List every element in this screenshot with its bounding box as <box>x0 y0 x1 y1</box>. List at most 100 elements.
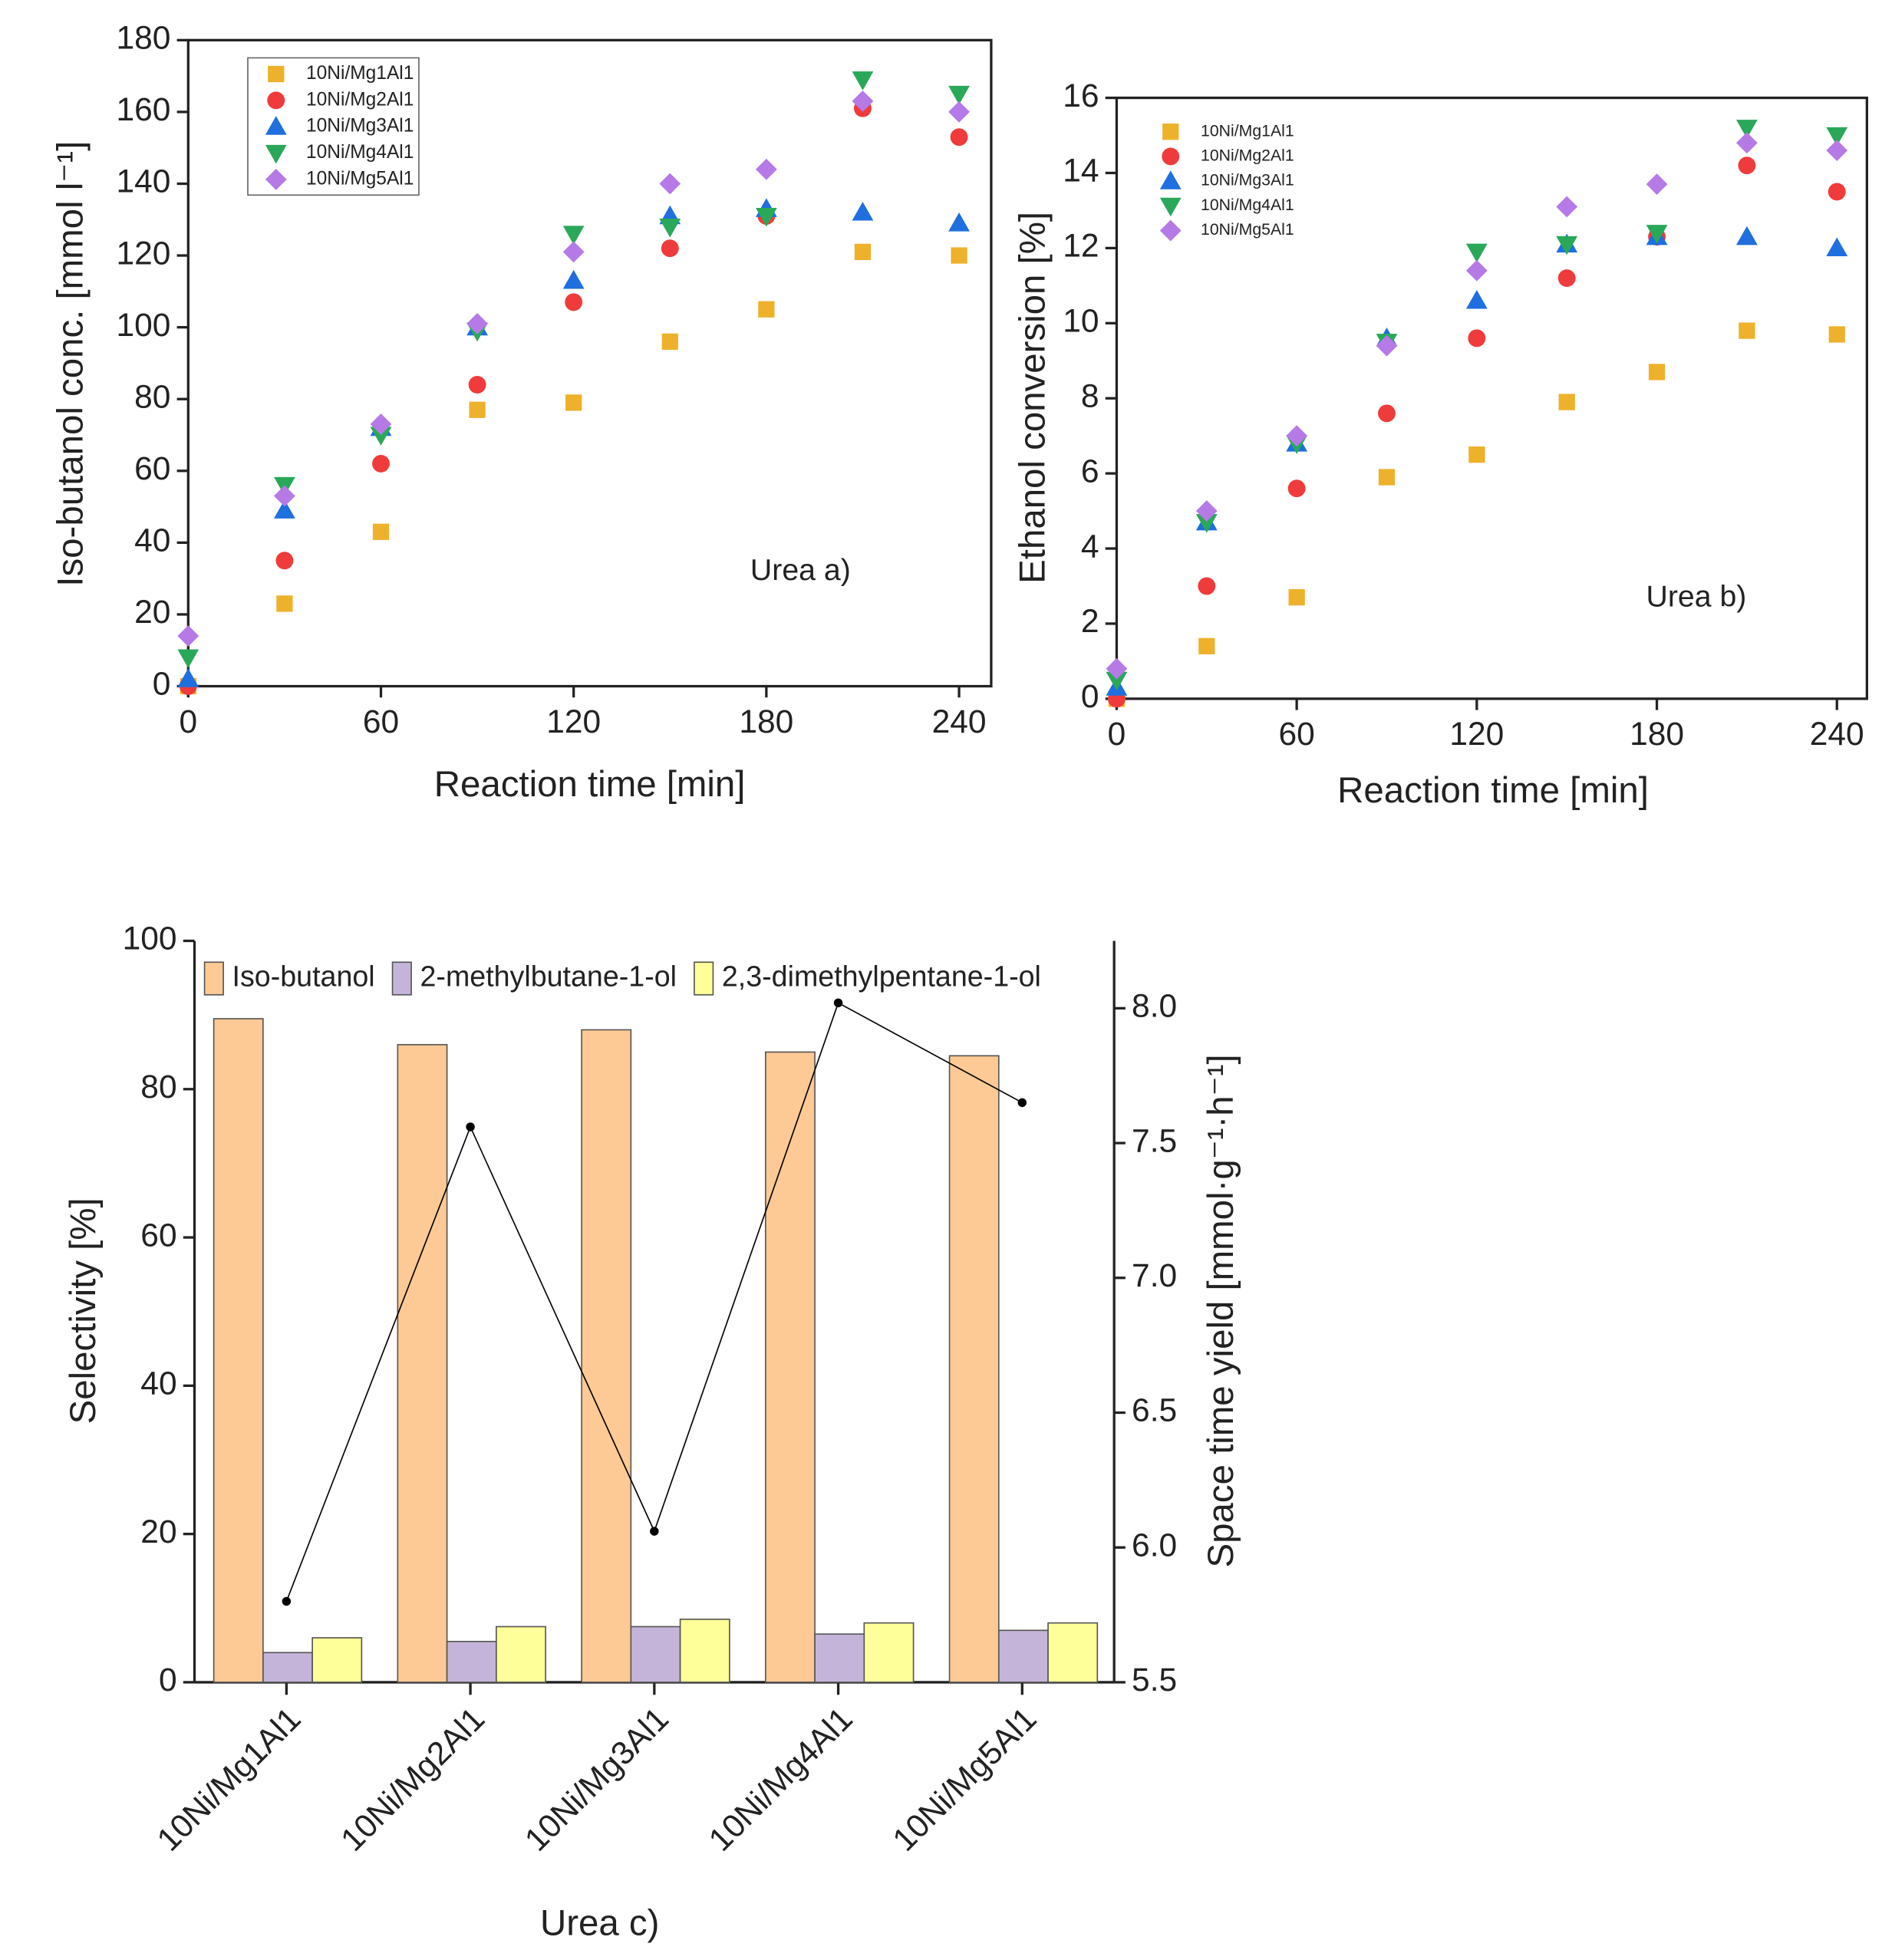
line-point <box>650 1527 659 1536</box>
marker <box>468 376 486 394</box>
marker <box>1826 237 1848 257</box>
y-tick-label: 0 <box>159 1662 177 1698</box>
x-tick-label: 180 <box>1630 716 1684 753</box>
bar <box>765 1051 816 1683</box>
legend-label: 10Ni/Mg5Al1 <box>306 168 414 189</box>
x-axis-label: Reaction time [min] <box>434 764 746 805</box>
bar <box>1047 1622 1099 1683</box>
marker <box>1556 196 1578 218</box>
legend-swatch <box>203 961 224 996</box>
y-tick-label: 10 <box>1063 304 1099 340</box>
legend-label: 10Ni/Mg2Al1 <box>1201 147 1294 165</box>
y-tick-label: 40 <box>134 523 170 559</box>
x-axis-label: Urea c) <box>540 1903 659 1944</box>
line-point <box>833 998 843 1008</box>
marker <box>1465 259 1488 282</box>
y-tick-label: 140 <box>117 164 171 200</box>
marker <box>274 499 295 519</box>
marker <box>661 239 679 258</box>
marker <box>1828 326 1845 343</box>
y-tick-label: 180 <box>117 21 171 57</box>
marker <box>755 207 777 227</box>
marker <box>565 394 582 411</box>
y-tick-label: 0 <box>153 667 171 703</box>
marker <box>1286 425 1308 447</box>
plot-frame <box>186 38 993 688</box>
bar <box>814 1633 865 1683</box>
marker <box>274 485 295 507</box>
x-tick-label: 10Ni/Mg3Al1 <box>519 1701 676 1858</box>
marker <box>948 212 970 232</box>
marker <box>1288 589 1305 606</box>
bar <box>581 1029 632 1683</box>
line-point <box>282 1596 292 1606</box>
marker <box>275 552 294 570</box>
y-tick-label: 20 <box>134 595 170 631</box>
y-tick-label: 12 <box>1063 229 1099 265</box>
legend-label: 2-methylbutane-1-ol <box>420 960 677 992</box>
marker <box>852 90 874 112</box>
marker <box>1557 269 1576 287</box>
marker <box>562 269 585 289</box>
y-tick-label: 6 <box>1081 453 1099 489</box>
legend-label: 10Ni/Mg5Al1 <box>1201 220 1294 239</box>
legend-label: 10Ni/Mg2Al1 <box>306 89 414 110</box>
y-tick-label: 60 <box>134 451 170 487</box>
marker <box>758 301 775 318</box>
legend-marker <box>1159 197 1182 217</box>
y-tick-label: 80 <box>134 379 170 415</box>
line-point <box>466 1122 475 1132</box>
marker <box>177 668 199 687</box>
marker <box>1738 156 1756 175</box>
marker <box>372 454 390 473</box>
x-tick-label: 60 <box>1279 716 1315 753</box>
legend-label: 10Ni/Mg3Al1 <box>306 116 414 137</box>
marker <box>372 523 390 540</box>
y2-axis-label: Space time yield [mmol·g⁻¹·h⁻¹] <box>1201 1054 1241 1567</box>
x-tick-label: 240 <box>932 704 987 740</box>
marker <box>948 85 970 105</box>
line-point <box>1017 1098 1027 1108</box>
legend-marker <box>265 168 287 190</box>
x-tick-label: 120 <box>1449 716 1504 753</box>
marker <box>1195 500 1218 522</box>
x-tick-label: 10Ni/Mg2Al1 <box>335 1701 492 1858</box>
legend-label: 2,3-dimethylpentane-1-ol <box>722 960 1041 992</box>
y-tick-label: 120 <box>117 236 171 272</box>
marker <box>1826 127 1848 147</box>
marker <box>1468 329 1486 348</box>
y-tick-label: 100 <box>123 921 177 957</box>
legend-marker <box>265 116 287 135</box>
marker <box>1739 322 1755 339</box>
y-tick-label: 100 <box>117 308 171 344</box>
marker <box>1648 364 1666 380</box>
y2-tick-label: 5.5 <box>1132 1662 1177 1698</box>
marker <box>466 313 488 334</box>
marker <box>661 333 678 350</box>
marker <box>852 71 874 91</box>
legend: 10Ni/Mg1Al1 10Ni/Mg2Al1 10Ni/Mg3Al1 10Ni/Mg… <box>1159 121 1294 242</box>
y-tick-label: 4 <box>1081 529 1099 565</box>
y2-tick-label: 7.5 <box>1132 1123 1177 1159</box>
legend-swatch <box>694 961 714 996</box>
x-tick-label: 10Ni/Mg5Al1 <box>886 1701 1043 1858</box>
y-tick-label: 8 <box>1081 378 1099 414</box>
y-axis-label: Selectivity [%] <box>63 1197 104 1424</box>
marker <box>1198 637 1215 654</box>
x-tick-label: 0 <box>1108 716 1126 753</box>
x-tick-label: 0 <box>179 704 197 740</box>
y-tick-label: 16 <box>1063 78 1099 114</box>
legend-frame <box>247 57 420 196</box>
marker <box>948 101 970 123</box>
y2-tick-label: 7.0 <box>1132 1258 1177 1294</box>
bar <box>446 1640 497 1683</box>
marker <box>370 427 392 446</box>
bar <box>679 1618 730 1683</box>
y-tick-label: 20 <box>140 1514 176 1550</box>
marker <box>659 173 681 195</box>
bar <box>311 1637 363 1683</box>
x-tick-label: 240 <box>1810 716 1864 753</box>
marker <box>1378 469 1396 486</box>
legend-swatch <box>391 961 412 996</box>
